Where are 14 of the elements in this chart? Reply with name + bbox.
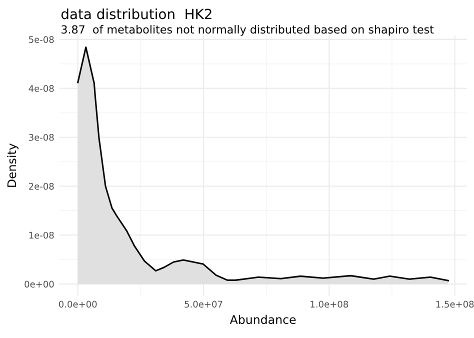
- y-axis-title: Density: [7, 144, 18, 187]
- y-tick-label: 5e-08: [29, 36, 54, 43]
- x-tick-label: 1.0e+08: [310, 300, 348, 308]
- x-tick-label: 1.5e+08: [436, 300, 474, 308]
- y-tick-label: 0e+00: [24, 280, 54, 288]
- x-tick-label: 5.0e+07: [184, 300, 222, 308]
- y-tick-label: 2e-08: [29, 182, 54, 190]
- y-tick-label: 3e-08: [29, 134, 54, 141]
- y-tick-label: 4e-08: [28, 85, 54, 92]
- y-tick-label: 1e-08: [29, 232, 54, 239]
- chart-subtitle: 3.87 of metabolites not normally distributed based on shapiro test: [62, 25, 434, 36]
- x-axis-title: Abundance: [230, 314, 296, 324]
- x-tick-label: 0.0e+00: [58, 300, 97, 308]
- chart-title: data distribution HK2: [61, 8, 212, 20]
